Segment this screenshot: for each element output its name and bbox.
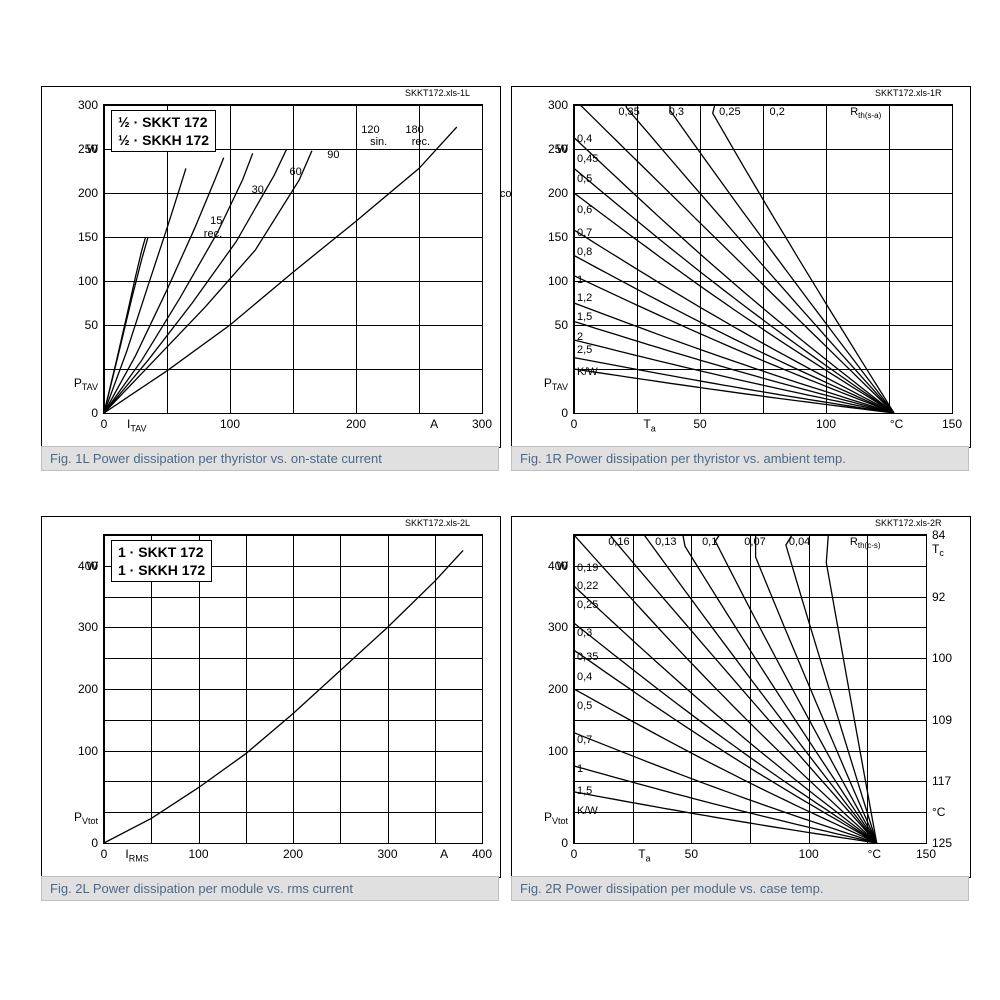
fig1L-curve-label: 60 (289, 166, 301, 178)
fig1R-left-label: 0,45 (577, 153, 598, 165)
fig1L-curve-label: 15 (210, 215, 222, 227)
fig2R-plot: 0100200300400WPVtot050100150Ta°C84921001… (573, 534, 927, 844)
fig1R-top-label: 0,2 (770, 106, 785, 118)
fig1R-caption: Fig. 1R Power dissipation per thyristor … (511, 446, 969, 471)
fig1R-left-label: 0,8 (577, 246, 592, 258)
fig2R-left-label: 0,4 (577, 671, 592, 683)
fig2R-top-label: 0,13 (655, 536, 676, 548)
fig1L-src-id: SKKT172.xls-1L (405, 88, 470, 98)
fig1L-curve-label: 180 (405, 124, 423, 136)
fig2R-left-label: 1 (577, 763, 583, 775)
fig1L-curve-label: 120 (361, 124, 379, 136)
fig1L-curve-label: sin. (370, 136, 387, 148)
fig1R-left-label: 1 (577, 274, 583, 286)
fig1R-curves (574, 105, 952, 413)
fig1L-curve-label: 90 (327, 149, 339, 161)
fig1R-left-label: 1,5 (577, 311, 592, 323)
fig2R-left-label: 1,5 (577, 785, 592, 797)
fig2R-curves (574, 535, 926, 843)
fig1R-left-label: 0,5 (577, 173, 592, 185)
fig2R-left-label: 0,3 (577, 627, 592, 639)
fig1R-left-label: 1,2 (577, 292, 592, 304)
fig1R-left-label: 2,5 (577, 344, 592, 356)
fig2R-top-label: 0,16 (608, 536, 629, 548)
fig1R-left-label: 0,4 (577, 133, 592, 145)
fig2R-left-label: 0,35 (577, 651, 598, 663)
fig1R-top-label: 0,35 (618, 106, 639, 118)
fig1R-left-label: 0,6 (577, 204, 592, 216)
fig1R-top-label: Rth(s-a) (850, 106, 881, 120)
fig2R-left-label: 0,7 (577, 734, 592, 746)
fig1L-curve-label: 30 (252, 184, 264, 196)
fig2R-top-label: 0,04 (789, 536, 810, 548)
fig2R-left-label: 0,22 (577, 580, 598, 592)
fig1R-top-label: 0,25 (719, 106, 740, 118)
fig2R-caption: Fig. 2R Power dissipation per module vs.… (511, 876, 969, 901)
fig1L-curve-label: rec. (204, 228, 222, 240)
fig1L-caption: Fig. 1L Power dissipation per thyristor … (41, 446, 499, 471)
fig2R-left-label: 0,5 (577, 700, 592, 712)
fig1R-left-label: 0,7 (577, 227, 592, 239)
fig2R-left-label: 0,19 (577, 562, 598, 574)
fig2L-device-box: 1 · SKKT 1721 · SKKH 172 (111, 540, 212, 582)
fig1R-top-label: 0,3 (669, 106, 684, 118)
fig1R-left-label: 2 (577, 331, 583, 343)
fig2R-src-id: SKKT172.xls-2R (875, 518, 942, 528)
fig1R-src-id: SKKT172.xls-1R (875, 88, 942, 98)
fig2L-caption: Fig. 2L Power dissipation per module vs.… (41, 876, 499, 901)
fig2R-top-label: 0,07 (744, 536, 765, 548)
fig1R-plot: 050100150200250300WPTAV050100150Ta°C (573, 104, 953, 414)
fig1L-curve-label: rec. (412, 136, 430, 148)
fig2L-src-id: SKKT172.xls-2L (405, 518, 470, 528)
fig2R-left-label: K/W (577, 805, 598, 817)
fig1R-left-label: K/W (577, 366, 598, 378)
fig2R-left-label: 0,25 (577, 599, 598, 611)
fig1L-device-box: ½ · SKKT 172½ · SKKH 172 (111, 110, 216, 152)
fig2R-top-label: Rth(c-s) (850, 536, 881, 550)
fig2R-top-label: 0,1 (702, 536, 717, 548)
